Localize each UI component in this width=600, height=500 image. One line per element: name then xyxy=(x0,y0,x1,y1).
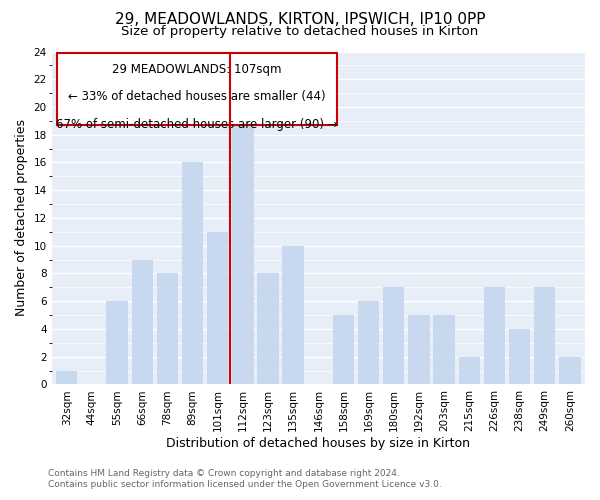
Bar xyxy=(333,315,354,384)
Text: 29 MEADOWLANDS: 107sqm: 29 MEADOWLANDS: 107sqm xyxy=(112,63,282,76)
Bar xyxy=(283,246,304,384)
Bar xyxy=(509,329,530,384)
Text: Size of property relative to detached houses in Kirton: Size of property relative to detached ho… xyxy=(121,25,479,38)
Bar xyxy=(207,232,229,384)
Bar xyxy=(182,162,203,384)
Bar xyxy=(408,315,430,384)
Text: 29, MEADOWLANDS, KIRTON, IPSWICH, IP10 0PP: 29, MEADOWLANDS, KIRTON, IPSWICH, IP10 0… xyxy=(115,12,485,28)
Text: Contains HM Land Registry data © Crown copyright and database right 2024.: Contains HM Land Registry data © Crown c… xyxy=(48,468,400,477)
Bar xyxy=(534,288,556,384)
Bar xyxy=(257,274,279,384)
Text: Contains public sector information licensed under the Open Government Licence v3: Contains public sector information licen… xyxy=(48,480,442,489)
Bar xyxy=(131,260,153,384)
Y-axis label: Number of detached properties: Number of detached properties xyxy=(15,120,28,316)
Bar xyxy=(358,301,379,384)
Bar xyxy=(559,356,581,384)
Bar xyxy=(458,356,480,384)
Bar xyxy=(157,274,178,384)
Text: 67% of semi-detached houses are larger (90) →: 67% of semi-detached houses are larger (… xyxy=(56,118,338,131)
FancyBboxPatch shape xyxy=(57,53,337,125)
Text: ← 33% of detached houses are smaller (44): ← 33% of detached houses are smaller (44… xyxy=(68,90,326,103)
Bar xyxy=(232,107,254,384)
Bar xyxy=(383,288,404,384)
Bar xyxy=(56,370,77,384)
Bar xyxy=(433,315,455,384)
Bar xyxy=(106,301,128,384)
X-axis label: Distribution of detached houses by size in Kirton: Distribution of detached houses by size … xyxy=(166,437,470,450)
Bar xyxy=(484,288,505,384)
